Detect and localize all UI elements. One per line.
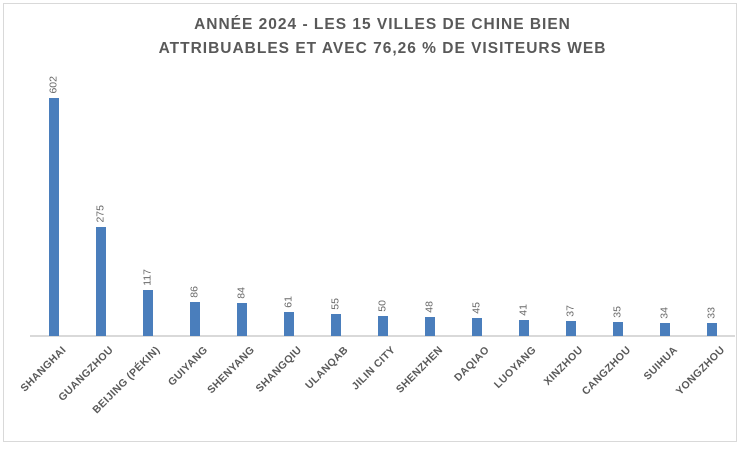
category-label: DAQIAO [452, 344, 492, 384]
chart-title: ANNÉE 2024 - LES 15 VILLES DE CHINE BIEN… [30, 13, 735, 61]
bar [48, 98, 59, 336]
category-label: GUIYANG [165, 344, 210, 389]
category-label: XINZHOU [542, 344, 586, 388]
category-label: SHENYANG [204, 344, 257, 397]
category-label: JILIN CITY [349, 344, 398, 393]
category-label: SHENZHEN [393, 344, 445, 396]
category-label: SUIHUA [641, 344, 680, 383]
bar-value-label: 50 [376, 300, 388, 312]
bar-value-label: 34 [658, 307, 670, 319]
bar-value-label: 45 [470, 302, 482, 314]
category-label: CANGZHOU [579, 344, 633, 398]
bar [612, 322, 623, 336]
chart-title-line2: ATTRIBUABLES ET AVEC 76,26 % DE VISITEUR… [158, 40, 607, 57]
bar [565, 321, 576, 336]
bar [424, 317, 435, 336]
bar [236, 303, 247, 336]
bar-value-label: 35 [611, 306, 623, 318]
bar-value-label: 33 [705, 307, 717, 319]
category-label: LUOYANG [492, 344, 539, 391]
bar-value-label: 55 [329, 298, 341, 310]
bar-value-label: 41 [517, 304, 529, 316]
bar [189, 302, 200, 336]
bar-value-label: 48 [423, 301, 435, 313]
category-label: SHANGQIU [253, 344, 304, 395]
bar [95, 227, 106, 336]
bar [377, 316, 388, 336]
category-label: ULANQAB [303, 344, 351, 392]
bar-value-label: 275 [94, 205, 106, 223]
bar-value-label: 117 [141, 269, 153, 286]
bar [330, 314, 341, 336]
bar-value-label: 37 [564, 305, 576, 317]
bar-value-label: 602 [47, 76, 59, 94]
bar [706, 323, 717, 336]
category-label: YONGZHOU [673, 344, 727, 398]
category-label: SHANGHAI [18, 344, 69, 395]
bar [283, 312, 294, 336]
x-axis-line [30, 335, 735, 337]
bar [142, 290, 153, 336]
bar-value-label: 84 [235, 287, 247, 299]
bar-value-label: 61 [282, 296, 294, 308]
bar [659, 323, 670, 336]
bar [518, 320, 529, 336]
bar-value-label: 86 [188, 286, 200, 298]
bar [471, 318, 482, 336]
chart-title-line1: ANNÉE 2024 - LES 15 VILLES DE CHINE BIEN [194, 16, 571, 33]
